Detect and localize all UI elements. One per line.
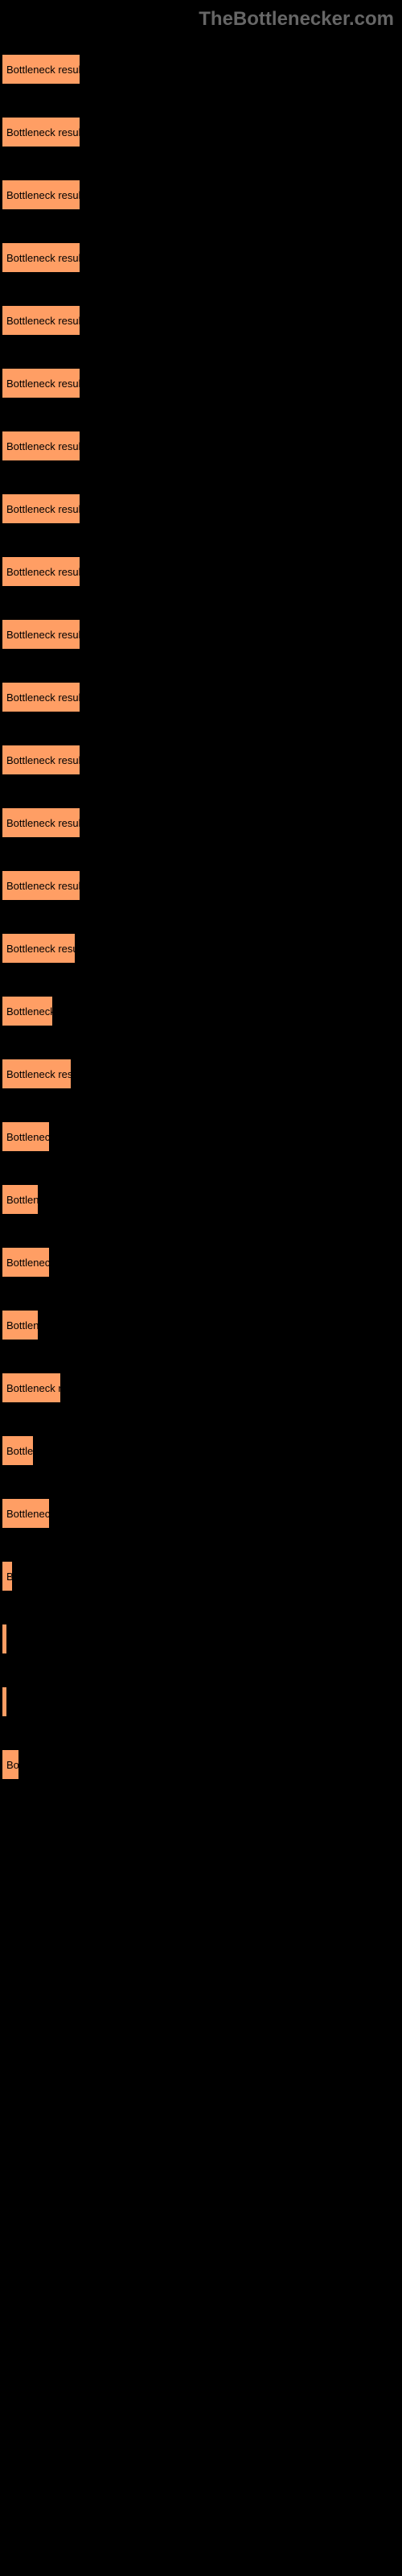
bar-row: Bottleneck result (2, 808, 402, 837)
bar-label: Bottlen (6, 1194, 38, 1206)
bar: Bottleneck result (2, 118, 80, 147)
bar-label: Bottleneck (6, 1005, 52, 1018)
bar-row: Bottleneck result (2, 243, 402, 272)
bar-label: Bo (6, 1759, 18, 1771)
bar (2, 1624, 6, 1653)
bar-label: Bottleneck result (6, 629, 80, 641)
chart-container: Bottleneck result Bottleneck result Bottle… (0, 55, 402, 1779)
bar: Bottleneck result (2, 55, 80, 84)
bar-row: Bottlenec (2, 1122, 402, 1151)
bar: Bottlen (2, 1311, 38, 1340)
bar-row: Bottleneck result (2, 871, 402, 900)
bar-label: Bottleneck result (6, 315, 80, 327)
bar: Bottleneck (2, 997, 52, 1026)
bar-label: Bottleneck result (6, 378, 80, 390)
bar-label: Bottleneck result (6, 126, 80, 138)
bar-label: Bottlenec (6, 1257, 49, 1269)
bar-row: Bottleneck result (2, 118, 402, 147)
bar: Bottleneck res (2, 1059, 71, 1088)
bar-label: Bottleneck result (6, 566, 80, 578)
bar-label: Bottlenec (6, 1131, 49, 1143)
bar-label: Bottleneck result (6, 817, 80, 829)
bar: Bottleneck result (2, 871, 80, 900)
bar-label: Bottleneck res (6, 1068, 71, 1080)
bar-row: Bottlenec (2, 1248, 402, 1277)
bar-label: Bottleneck result (6, 440, 80, 452)
bar-label: Bottleneck resu (6, 943, 75, 955)
bar: Bottleneck result (2, 494, 80, 523)
bar-label: Bottleneck result (6, 64, 80, 76)
header: TheBottlenecker.com (0, 0, 402, 55)
bar-label: Bottleneck result (6, 503, 80, 515)
bar-row: Bottlen (2, 1311, 402, 1340)
bar: Bottleneck r (2, 1373, 60, 1402)
bar: Bottleneck result (2, 180, 80, 209)
bar-row: Bottleneck result (2, 55, 402, 84)
bar: Bottleneck result (2, 369, 80, 398)
bar-row: Bottleneck result (2, 369, 402, 398)
bar-row: Bo (2, 1750, 402, 1779)
bar-label: Bottleneck result (6, 691, 80, 704)
bar-row: Bottleneck result (2, 306, 402, 335)
bar-label: Bottle (6, 1445, 33, 1457)
bar-row: Bottleneck (2, 997, 402, 1026)
bar-label: Bottlenec (6, 1508, 49, 1520)
bar-label: Bottleneck result (6, 754, 80, 766)
bar: Bottleneck result (2, 557, 80, 586)
bar (2, 1687, 6, 1716)
bar: Bottlen (2, 1185, 38, 1214)
bar: Bottleneck result (2, 243, 80, 272)
bar-row: Bottle (2, 1436, 402, 1465)
bar-row: Bottleneck result (2, 180, 402, 209)
bar: Bottleneck result (2, 620, 80, 649)
bar-label: Bottlen (6, 1319, 38, 1331)
bar: Bottleneck result (2, 808, 80, 837)
bar: Bottleneck result (2, 683, 80, 712)
bar: Bo (2, 1750, 18, 1779)
bar: Bottlenec (2, 1122, 49, 1151)
bar-row: Bottleneck result (2, 494, 402, 523)
bar-row: Bottleneck result (2, 683, 402, 712)
bar-row: Bottleneck r (2, 1373, 402, 1402)
bar: Bottleneck result (2, 431, 80, 460)
bar-row: Bottleneck result (2, 745, 402, 774)
bar-row: Bottleneck result (2, 620, 402, 649)
bar: Bottleneck resu (2, 934, 75, 963)
bar-row: Bottleneck result (2, 431, 402, 460)
bar-label: Bottleneck result (6, 880, 80, 892)
bar-row: Bottleneck result (2, 557, 402, 586)
bar: Bottlenec (2, 1499, 49, 1528)
bar-row (2, 1687, 402, 1716)
bar-row: Bottlen (2, 1185, 402, 1214)
bar-row (2, 1624, 402, 1653)
bar-label: Bottleneck r (6, 1382, 60, 1394)
bar: Bottlenec (2, 1248, 49, 1277)
bar-label: B (6, 1571, 12, 1583)
header-title: TheBottlenecker.com (199, 8, 394, 30)
bar: B (2, 1562, 12, 1591)
bar: Bottleneck result (2, 745, 80, 774)
bar-row: Bottlenec (2, 1499, 402, 1528)
bar-row: B (2, 1562, 402, 1591)
bar-label: Bottleneck result (6, 189, 80, 201)
bar-label: Bottleneck result (6, 252, 80, 264)
bar-row: Bottleneck resu (2, 934, 402, 963)
bar: Bottle (2, 1436, 33, 1465)
bar: Bottleneck result (2, 306, 80, 335)
bar-row: Bottleneck res (2, 1059, 402, 1088)
